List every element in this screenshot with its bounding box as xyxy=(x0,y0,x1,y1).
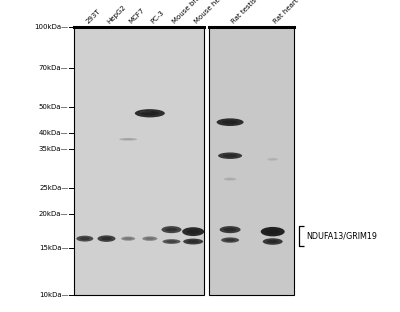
Ellipse shape xyxy=(142,236,157,241)
Text: 15kDa—: 15kDa— xyxy=(39,245,68,251)
Ellipse shape xyxy=(135,109,165,117)
Ellipse shape xyxy=(124,238,132,240)
Ellipse shape xyxy=(140,111,152,113)
Ellipse shape xyxy=(182,227,204,236)
Text: Rat testis: Rat testis xyxy=(230,0,258,25)
Ellipse shape xyxy=(76,236,93,241)
Bar xyxy=(74,27,204,295)
Text: MCF7: MCF7 xyxy=(128,7,146,25)
Text: 40kDa—: 40kDa— xyxy=(39,130,68,136)
Text: PC-3: PC-3 xyxy=(150,9,165,25)
Ellipse shape xyxy=(218,153,242,159)
Text: 20kDa—: 20kDa— xyxy=(39,211,68,217)
Ellipse shape xyxy=(162,226,182,233)
Ellipse shape xyxy=(224,228,236,232)
Text: 25kDa—: 25kDa— xyxy=(39,185,68,191)
Text: Rat heart: Rat heart xyxy=(273,0,300,25)
Ellipse shape xyxy=(261,227,285,236)
Ellipse shape xyxy=(187,240,199,243)
Ellipse shape xyxy=(166,228,178,232)
Ellipse shape xyxy=(263,238,283,245)
Ellipse shape xyxy=(186,229,200,234)
Ellipse shape xyxy=(221,237,239,243)
Ellipse shape xyxy=(225,239,236,241)
Ellipse shape xyxy=(267,158,278,161)
Text: 10kDa—: 10kDa— xyxy=(39,292,68,298)
Text: Mouse heart: Mouse heart xyxy=(193,0,228,25)
Ellipse shape xyxy=(123,139,134,140)
Ellipse shape xyxy=(222,120,238,124)
Ellipse shape xyxy=(141,111,159,115)
Text: 70kDa—: 70kDa— xyxy=(39,65,68,71)
Text: Mouse brain: Mouse brain xyxy=(172,0,206,25)
Ellipse shape xyxy=(145,237,154,240)
Text: NDUFA13/GRIM19: NDUFA13/GRIM19 xyxy=(306,232,378,241)
Ellipse shape xyxy=(183,239,203,245)
Ellipse shape xyxy=(98,235,116,242)
Ellipse shape xyxy=(226,178,234,180)
Ellipse shape xyxy=(220,226,241,233)
Text: HepG2: HepG2 xyxy=(106,4,128,25)
Ellipse shape xyxy=(162,239,180,244)
Ellipse shape xyxy=(270,158,276,160)
Ellipse shape xyxy=(217,118,244,126)
Ellipse shape xyxy=(166,240,177,243)
Text: 100kDa—: 100kDa— xyxy=(34,23,68,30)
Ellipse shape xyxy=(136,110,156,114)
Ellipse shape xyxy=(267,240,279,243)
Ellipse shape xyxy=(224,178,237,181)
Text: 35kDa—: 35kDa— xyxy=(39,146,68,152)
Ellipse shape xyxy=(119,138,137,141)
Text: 50kDa—: 50kDa— xyxy=(39,104,68,110)
Text: 293T: 293T xyxy=(85,8,102,25)
Ellipse shape xyxy=(121,236,135,241)
Bar xyxy=(209,27,294,295)
Ellipse shape xyxy=(101,237,112,240)
Ellipse shape xyxy=(80,237,90,240)
Ellipse shape xyxy=(223,154,237,157)
Ellipse shape xyxy=(266,229,280,234)
